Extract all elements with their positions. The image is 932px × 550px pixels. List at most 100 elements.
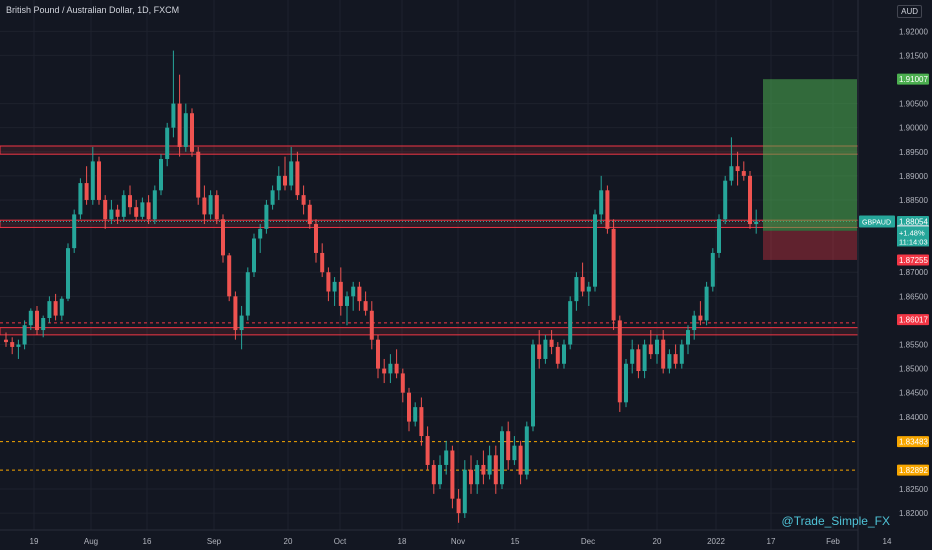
y-tick-label: 1.90500 [899, 100, 928, 109]
candle-body [22, 325, 27, 345]
price-axis-bg [858, 0, 932, 550]
candle-body [351, 286, 356, 297]
candle-body [307, 204, 312, 225]
candle-body [90, 161, 95, 200]
dashed-levels [0, 220, 858, 471]
candle-body [543, 339, 548, 359]
y-tick-label: 1.92000 [899, 27, 928, 36]
price-labels: 1.910071.880541.878601.872551.860171.834… [859, 73, 929, 476]
candle-body [134, 207, 139, 217]
candle-body [425, 436, 430, 465]
candle-body [382, 368, 387, 374]
y-tick-label: 1.88500 [899, 196, 928, 205]
candle-body [196, 151, 201, 198]
candle-body [698, 315, 703, 321]
candle-body [524, 426, 529, 475]
candle-body [413, 407, 418, 422]
candle-body [190, 113, 194, 152]
x-tick-label: 16 [143, 537, 152, 546]
price-label-bg [897, 314, 929, 326]
price-label-text: 1.88054 [899, 217, 928, 226]
long-position-tool[interactable] [763, 79, 857, 260]
candle-body [487, 455, 492, 475]
candle-body [593, 214, 597, 287]
x-tick-label: 15 [511, 537, 520, 546]
candle-body [431, 464, 436, 485]
x-tick-label: 14 [883, 537, 892, 546]
candle-body [121, 195, 126, 217]
x-tick-label: 17 [767, 537, 776, 546]
price-label-bg [897, 436, 929, 448]
candle-body [462, 469, 467, 514]
currency-button[interactable]: AUD [897, 5, 922, 18]
candle-body [47, 301, 52, 318]
candle-body [10, 342, 15, 347]
candle-body [686, 330, 690, 345]
candles [4, 50, 759, 523]
candle-body [202, 197, 207, 215]
candle-body [735, 166, 740, 172]
candle-body [221, 219, 225, 256]
chart-title: British Pound / Australian Dollar, 1D, F… [6, 5, 180, 15]
candle-body [97, 161, 101, 200]
candle-body [655, 339, 659, 355]
y-tick-label: 1.89000 [899, 172, 928, 181]
time-axis[interactable]: 19 Aug 16 Sep 20 Oct 18 Nov 15 Dec 20 2022 17 Feb 14 [0, 529, 892, 546]
x-tick-label: Dec [581, 537, 595, 546]
y-tick-label: 1.86500 [899, 292, 928, 301]
candle-body [400, 373, 405, 393]
candle-body [512, 445, 517, 461]
x-tick-label: Oct [334, 537, 347, 546]
price-label-bg [897, 464, 929, 476]
y-tick-label: 1.85000 [899, 365, 928, 374]
candle-body [388, 363, 393, 374]
change-text: +1.48% [899, 228, 925, 237]
candle-body [611, 228, 616, 321]
watermark: @Trade_Simple_FX [781, 514, 890, 528]
candle-body [53, 301, 58, 316]
candle-body [227, 255, 232, 297]
candle-body [537, 344, 542, 359]
candle-body [128, 195, 132, 208]
candle-body [754, 221, 759, 225]
candle-body [438, 464, 442, 485]
candle-body [183, 113, 188, 147]
price-axis[interactable]: 1.92000 1.91500 1.90500 1.90000 1.89500 1.890… [857, 0, 932, 550]
price-label: 1.82892 [897, 464, 929, 476]
candle-body [295, 161, 300, 196]
candle-body [661, 339, 666, 369]
resistance-zone [0, 327, 859, 336]
y-tick-label: 1.84500 [899, 389, 928, 398]
symbol-name: GBPAUD [862, 219, 891, 226]
candle-body [276, 175, 281, 191]
candle-body [624, 363, 628, 403]
x-tick-label: Feb [826, 537, 840, 546]
candle-body [630, 349, 635, 364]
candle-body [419, 407, 424, 437]
candle-body [741, 171, 746, 176]
candle-body [245, 272, 250, 316]
candle-body [239, 315, 244, 331]
candle-body [679, 344, 684, 364]
candle-body [636, 349, 641, 371]
candle-body [729, 166, 734, 181]
symbol-label: GBPAUD +1.48%11:14:03 [859, 215, 929, 247]
y-tick-label: 1.90000 [899, 124, 928, 133]
candle-body [233, 296, 238, 331]
candle-body [549, 339, 554, 347]
candle-body [648, 344, 653, 355]
y-tick-label: 1.82500 [899, 485, 928, 494]
candle-body [407, 392, 411, 422]
candle-body [363, 301, 368, 311]
stop-zone [763, 230, 857, 260]
x-tick-label: Sep [207, 537, 222, 546]
candle-body [115, 209, 120, 217]
candle-body [146, 202, 151, 220]
candle-body [531, 344, 535, 427]
candle-body [723, 180, 728, 220]
candle-body [159, 159, 163, 191]
countdown-text: 11:14:03 [899, 237, 928, 246]
candle-body [16, 344, 21, 347]
candle-body [667, 354, 672, 369]
